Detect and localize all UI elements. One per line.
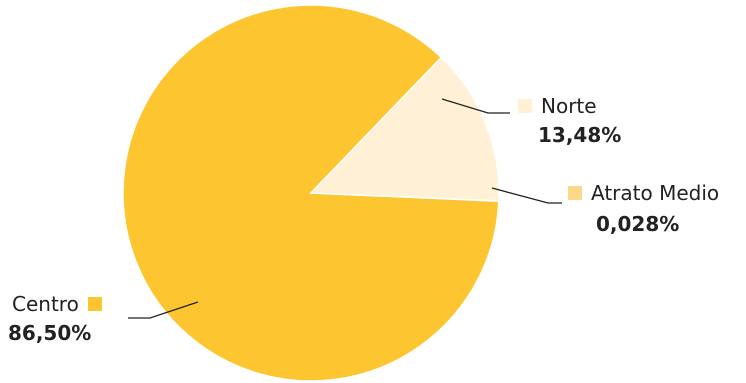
value-label-norte: 13,48% xyxy=(538,123,622,147)
category-name-atrato-medio: Atrato Medio xyxy=(591,181,720,205)
label-centro: Centro 86,50% xyxy=(8,292,102,345)
value-label-atrato-medio: 0,028% xyxy=(596,212,680,236)
category-name-norte: Norte xyxy=(541,94,597,118)
label-atrato-medio: Atrato Medio 0,028% xyxy=(568,181,719,236)
swatch-norte xyxy=(518,99,532,113)
pie-slices xyxy=(122,4,500,382)
leader-line-centro xyxy=(128,301,199,319)
swatch-atrato-medio xyxy=(568,186,582,200)
leader-lines xyxy=(128,98,562,319)
value-label-centro: 86,50% xyxy=(8,321,92,345)
leader-line-norte xyxy=(441,98,510,114)
category-name-centro: Centro xyxy=(12,292,79,316)
leader-line-atrato-medio xyxy=(491,187,562,204)
swatch-centro xyxy=(87,297,102,311)
label-norte: Norte 13,48% xyxy=(518,94,621,147)
